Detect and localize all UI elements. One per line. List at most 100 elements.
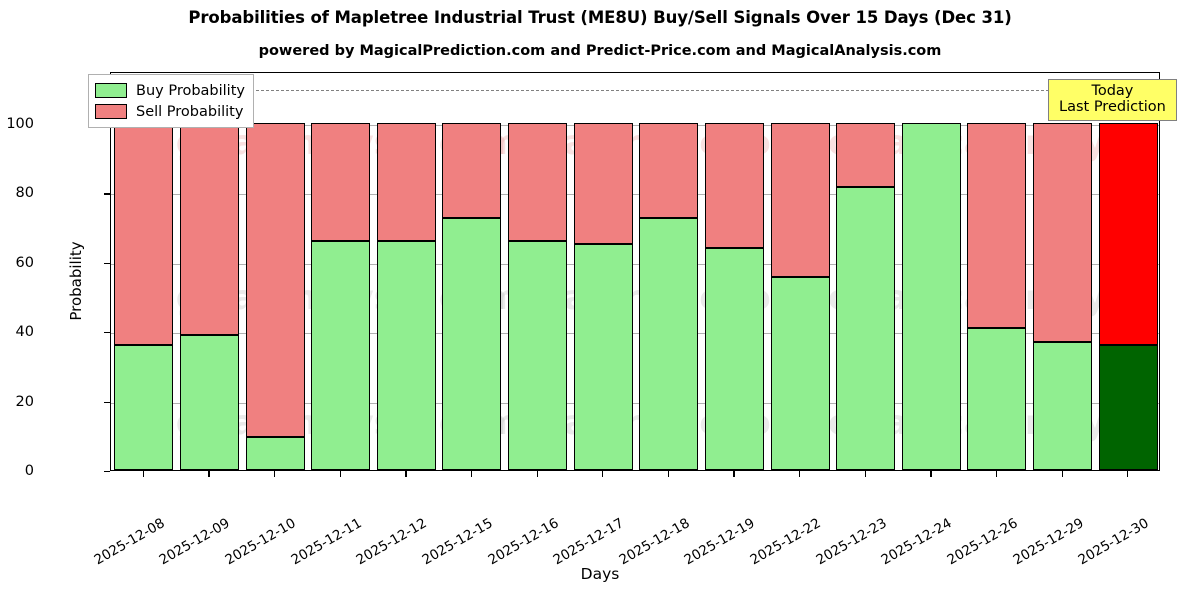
- bar-segment-buy[interactable]: [1098, 345, 1158, 470]
- bar-segment-sell[interactable]: [245, 123, 305, 438]
- bar-segment-buy[interactable]: [179, 334, 239, 470]
- x-tick-label: 2025-12-10: [222, 515, 299, 569]
- bar-2025-12-30[interactable]: [1098, 73, 1158, 470]
- bar-2025-12-08[interactable]: [114, 73, 174, 470]
- x-tick-mark: [536, 471, 538, 477]
- gridline: [111, 263, 1159, 265]
- bar-segment-sell[interactable]: [508, 123, 568, 241]
- bar-segment-buy[interactable]: [901, 123, 961, 470]
- legend-swatch-buy-icon: [95, 83, 127, 98]
- y-tick-label: 0: [24, 463, 34, 479]
- bar-segment-buy[interactable]: [967, 327, 1027, 470]
- x-axis-label: Days: [580, 565, 620, 583]
- bar-2025-12-22[interactable]: [770, 73, 830, 470]
- bar-segment-buy[interactable]: [245, 437, 305, 470]
- x-tick-label: 2025-12-17: [550, 515, 627, 569]
- gridline: [111, 402, 1159, 404]
- x-tick-mark: [930, 471, 932, 477]
- bar-2025-12-09[interactable]: [179, 73, 239, 470]
- bar-segment-sell[interactable]: [573, 123, 633, 245]
- today-annotation: Today Last Prediction: [1048, 79, 1177, 122]
- x-tick-label: 2025-12-08: [91, 515, 168, 569]
- today-annotation-line1: Today: [1091, 83, 1134, 99]
- y-tick-label: 100: [6, 116, 34, 132]
- x-tick-label: 2025-12-30: [1075, 515, 1152, 569]
- bar-2025-12-24[interactable]: [901, 73, 961, 470]
- bar-2025-12-29[interactable]: [1033, 73, 1093, 470]
- x-tick-mark: [339, 471, 341, 477]
- bar-segment-sell[interactable]: [311, 123, 371, 241]
- y-tick-label: 20: [15, 393, 34, 410]
- bar-segment-sell[interactable]: [639, 123, 699, 219]
- bar-segment-sell[interactable]: [442, 123, 502, 219]
- bar-segment-buy[interactable]: [442, 218, 502, 470]
- bar-segment-buy[interactable]: [836, 187, 896, 470]
- bar-segment-buy[interactable]: [376, 240, 436, 470]
- x-tick-mark: [1127, 471, 1129, 477]
- legend-item-buy: Buy Probability: [95, 80, 245, 101]
- bar-segment-sell[interactable]: [770, 123, 830, 278]
- bar-series: [111, 73, 1159, 470]
- bar-segment-sell[interactable]: [179, 123, 239, 335]
- x-tick-label: 2025-12-22: [747, 515, 824, 569]
- y-tick-mark: [104, 471, 110, 473]
- bar-segment-sell[interactable]: [1033, 123, 1093, 342]
- y-axis-label: Probability: [67, 241, 85, 321]
- bar-segment-sell[interactable]: [836, 123, 896, 188]
- bar-2025-12-11[interactable]: [311, 73, 371, 470]
- x-tick-label: 2025-12-12: [353, 515, 430, 569]
- bar-segment-buy[interactable]: [114, 345, 174, 470]
- x-tick-label: 2025-12-11: [288, 515, 365, 569]
- bar-segment-buy[interactable]: [573, 244, 633, 470]
- bar-segment-buy[interactable]: [639, 218, 699, 470]
- bar-segment-buy[interactable]: [770, 277, 830, 470]
- legend-label-buy: Buy Probability: [136, 82, 245, 99]
- x-tick-mark: [602, 471, 604, 477]
- bar-segment-sell[interactable]: [967, 123, 1027, 328]
- bar-2025-12-15[interactable]: [442, 73, 502, 470]
- x-tick-mark: [667, 471, 670, 477]
- bar-2025-12-18[interactable]: [639, 73, 699, 470]
- bar-2025-12-16[interactable]: [508, 73, 568, 470]
- bar-segment-buy[interactable]: [704, 247, 764, 470]
- bar-segment-sell[interactable]: [376, 123, 436, 241]
- chart-title: Probabilities of Mapletree Industrial Tr…: [188, 8, 1012, 27]
- bar-segment-buy[interactable]: [1033, 341, 1093, 470]
- bar-segment-buy[interactable]: [508, 240, 568, 470]
- x-tick-mark: [799, 471, 801, 477]
- x-tick-label: 2025-12-16: [485, 515, 562, 569]
- x-tick-label: 2025-12-23: [813, 515, 890, 569]
- bar-segment-sell[interactable]: [1098, 123, 1158, 346]
- reference-line: [111, 90, 1159, 92]
- y-tick-label: 40: [15, 324, 34, 341]
- x-tick-mark: [1061, 471, 1063, 477]
- plot-inner: MagicalAnalysis.com MagicalPrediction.co…: [111, 73, 1159, 470]
- x-tick-label: 2025-12-24: [878, 515, 955, 569]
- x-tick-mark: [864, 471, 866, 477]
- y-tick-mark: [104, 193, 110, 195]
- y-tick-label: 80: [15, 185, 34, 202]
- gridline: [111, 125, 1159, 126]
- bar-segment-buy[interactable]: [311, 240, 371, 470]
- x-tick-label: 2025-12-09: [156, 515, 233, 569]
- x-tick-label: 2025-12-18: [616, 515, 693, 569]
- x-tick-label: 2025-12-26: [944, 515, 1021, 569]
- gridline: [111, 194, 1159, 196]
- today-annotation-line2: Last Prediction: [1059, 99, 1166, 116]
- bar-2025-12-10[interactable]: [245, 73, 305, 470]
- bar-2025-12-19[interactable]: [704, 73, 764, 470]
- y-tick-mark: [104, 262, 110, 265]
- bar-segment-sell[interactable]: [704, 123, 764, 248]
- bar-2025-12-26[interactable]: [967, 73, 1027, 470]
- y-tick-mark: [104, 332, 110, 334]
- bar-2025-12-12[interactable]: [376, 73, 436, 470]
- bar-segment-sell[interactable]: [114, 123, 174, 346]
- y-tick-mark: [104, 401, 110, 403]
- y-tick-label: 60: [15, 254, 34, 271]
- bar-2025-12-23[interactable]: [836, 73, 896, 470]
- gridline: [111, 333, 1159, 335]
- legend: Buy Probability Sell Probability: [88, 74, 254, 128]
- bar-2025-12-17[interactable]: [573, 73, 633, 470]
- x-tick-mark: [142, 471, 145, 477]
- legend-swatch-sell-icon: [95, 104, 127, 119]
